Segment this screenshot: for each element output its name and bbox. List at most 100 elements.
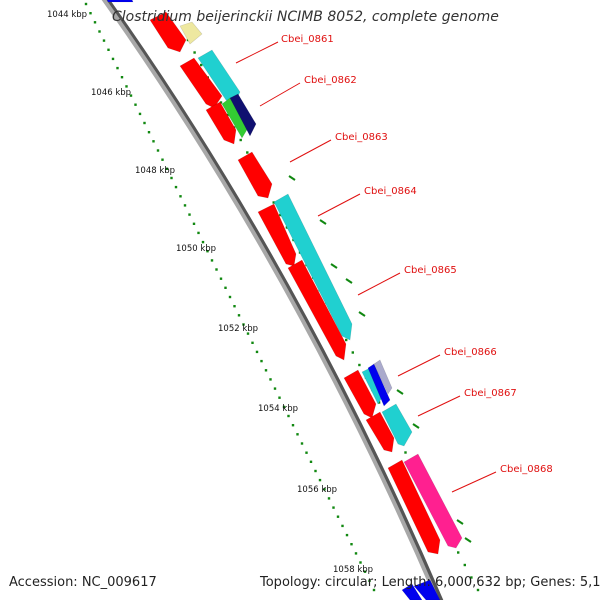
scale-tick-dot — [309, 460, 313, 463]
strand-tick-dot — [272, 201, 275, 204]
scale-tick-dot — [170, 176, 173, 180]
gene-feature-forward — [149, 11, 187, 53]
scale-tick-dot — [273, 387, 277, 390]
strand-tick-dot — [351, 351, 354, 354]
scale-tick-dot — [228, 295, 232, 299]
gene-features — [106, 0, 463, 600]
scale-tick-dot — [138, 112, 142, 116]
strand-tick-dash — [358, 311, 366, 317]
strand-tick-dot — [279, 213, 282, 217]
scale-tick-dot — [278, 396, 281, 399]
scale-tick-dot — [246, 332, 250, 335]
scale-tick-dot — [233, 305, 236, 308]
gene-feature-blue — [401, 583, 423, 600]
gene-label: Cbei_0867 — [464, 388, 517, 399]
gene-feature-blue — [367, 363, 391, 407]
gene-feature-misc — [373, 359, 393, 395]
gene-feature-navy — [229, 93, 257, 137]
gene-label: Cbei_0863 — [335, 132, 388, 143]
strand-tick-dot — [457, 551, 460, 554]
scale-tick-dot — [287, 414, 290, 418]
scale-tick-dot — [300, 442, 304, 445]
gene-label-connector — [235, 41, 279, 64]
gene-label: Cbei_0865 — [404, 265, 457, 276]
scale-tick-dot — [161, 158, 164, 161]
scale-tick-dot — [363, 570, 367, 573]
gene-label-connector — [317, 193, 361, 217]
gene-feature-forward — [237, 151, 273, 199]
strand-tick-dot — [377, 401, 381, 404]
scale-label: 1044 kbp — [47, 10, 87, 20]
scale-tick-dot — [318, 478, 322, 482]
gene-label: Cbei_0862 — [304, 75, 357, 86]
scale-tick-dot — [255, 350, 259, 354]
scale-tick-dot — [206, 250, 209, 253]
summary-text: Topology: circular; Length: 6,000,632 bp… — [260, 575, 600, 590]
scale-tick-dot — [291, 424, 295, 427]
strand-tick-dot — [226, 113, 229, 117]
scale-tick-dot — [129, 94, 133, 97]
scale-tick-dot — [251, 341, 254, 344]
scale-tick-dot — [219, 277, 223, 280]
backbone — [101, 0, 444, 600]
strand-tick-dot — [345, 338, 348, 342]
scale-tick-dot — [368, 579, 371, 582]
scale-label: 1046 kbp — [91, 88, 131, 98]
scale-tick-dot — [120, 76, 124, 79]
annotation-labels: Cbei_0861 Cbei_0862 Cbei_0863 Cbei_0864 Cbei… — [235, 34, 553, 493]
gene-feature-reverse — [381, 403, 413, 447]
scale-tick-dot — [269, 378, 272, 381]
strand-tick-dash — [319, 219, 327, 225]
scale-tick-dot — [156, 149, 160, 152]
scale-tick-dot — [125, 85, 128, 88]
scale-tick-dot — [341, 524, 344, 528]
gene-feature-reverse — [273, 193, 353, 341]
gene-label-connector — [289, 139, 332, 163]
scale-tick-dot — [327, 497, 331, 500]
scale-tick-dot — [84, 2, 88, 6]
gene-label-connector — [417, 395, 461, 417]
scale-tick-dot — [242, 323, 245, 326]
scale-tick-dot — [237, 314, 241, 317]
gene-label-connector — [259, 82, 301, 107]
scale-tick-dot — [350, 543, 353, 546]
scale-tick-dot — [201, 240, 205, 244]
scale-tick-dot — [134, 103, 137, 106]
scale-tick-dot — [210, 259, 214, 262]
gene-label-connector — [357, 272, 401, 296]
scale-tick-dot — [147, 131, 151, 134]
scale-tick-dot — [359, 561, 362, 564]
scale-tick-dot — [354, 552, 358, 555]
scale-tick-dot — [107, 48, 110, 51]
gene-feature-forward — [365, 411, 395, 453]
scale-tick-dot — [305, 451, 308, 454]
strand-tick-dash — [464, 537, 472, 543]
gene-feature-forward — [179, 57, 223, 109]
gene-feature-forward — [343, 369, 377, 419]
strand-tick-dash — [345, 278, 353, 284]
scale-tick-dot — [102, 39, 106, 42]
scale-tick-dot — [111, 57, 115, 61]
scale-tick-dot — [336, 515, 340, 518]
scale-tick-dot — [264, 369, 268, 372]
strand-tick-dash — [396, 389, 404, 395]
scale-tick-dot — [143, 121, 146, 125]
gene-label: Cbei_0861 — [281, 34, 334, 45]
map-title: Clostridium beijerinckii NCIMB 8052, com… — [112, 9, 499, 25]
scale-tick-dot — [179, 195, 182, 198]
scale-tick-dot — [215, 268, 218, 271]
strand-tick-dash — [288, 175, 296, 181]
strand-tick-dot — [285, 226, 289, 229]
strand-tick-dot — [193, 51, 196, 54]
scale-tick-dot — [224, 286, 227, 289]
gene-feature-misc — [179, 21, 203, 45]
scale-tick-dot — [116, 66, 119, 70]
scale-label: 1056 kbp — [297, 485, 337, 495]
scale-tick-dot — [372, 588, 376, 592]
gene-label-connector — [397, 354, 441, 377]
scale-tick-dot — [188, 213, 191, 216]
strand-tick-dash — [330, 263, 338, 269]
scale-label: 1052 kbp — [218, 324, 258, 334]
